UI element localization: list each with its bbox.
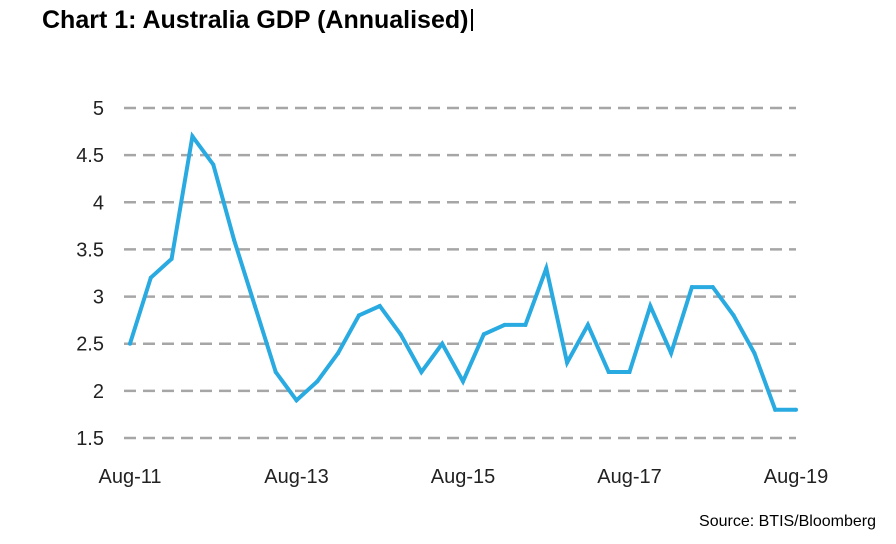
data-point <box>169 256 174 261</box>
data-point <box>294 398 299 403</box>
data-point <box>440 341 445 346</box>
data-point <box>419 370 424 374</box>
data-point <box>731 313 736 318</box>
data-point <box>794 407 798 412</box>
y-tick-label: 2 <box>93 381 104 403</box>
data-point <box>689 285 694 290</box>
gdp-series-line <box>128 131 796 412</box>
text-cursor <box>471 9 474 31</box>
x-axis-ticks: Aug-11 Aug-13 Aug-15 Aug-17 Aug-19 <box>98 466 828 488</box>
data-point <box>252 304 257 308</box>
x-tick-label: Aug-19 <box>764 466 829 488</box>
y-tick-label: 5 <box>93 98 104 120</box>
data-point <box>669 351 674 356</box>
data-point <box>544 266 549 271</box>
data-point <box>752 351 757 356</box>
gridlines <box>124 106 796 440</box>
data-point <box>377 304 382 308</box>
data-point <box>565 360 570 365</box>
x-tick-label: Aug-13 <box>264 466 329 488</box>
data-point <box>481 332 486 337</box>
chart-title: Chart 1: Australia GDP (Annualised) <box>42 6 474 35</box>
data-point <box>773 407 778 412</box>
data-point <box>710 285 715 290</box>
data-point <box>128 341 132 346</box>
data-point <box>148 275 153 280</box>
data-point <box>315 379 320 384</box>
data-point <box>356 313 361 318</box>
data-point <box>398 332 403 337</box>
y-tick-label: 4.5 <box>76 145 104 167</box>
data-point <box>273 370 278 374</box>
data-point <box>606 370 611 374</box>
data-point <box>461 379 465 384</box>
y-tick-label: 3 <box>93 287 104 309</box>
y-tick-label: 1.5 <box>76 428 104 450</box>
x-tick-label: Aug-11 <box>98 466 161 488</box>
data-point <box>627 370 632 374</box>
chart-title-text: Chart 1: Australia GDP (Annualised) <box>42 6 469 34</box>
y-tick-label: 3.5 <box>76 239 104 261</box>
x-tick-label: Aug-17 <box>597 466 662 488</box>
data-point <box>336 351 341 356</box>
y-axis-ticks: 5 4.5 4 3.5 3 2.5 2 1.5 <box>76 98 104 450</box>
data-point <box>585 322 590 327</box>
data-point <box>211 162 216 167</box>
y-tick-label: 4 <box>93 192 104 214</box>
series-layer <box>128 131 798 412</box>
data-point <box>502 322 507 327</box>
source-note: Source: BTIS/Bloomberg <box>699 513 876 530</box>
x-tick-label: Aug-15 <box>431 466 496 488</box>
data-point <box>232 238 237 242</box>
data-point <box>523 322 528 327</box>
data-point <box>648 304 653 308</box>
y-tick-label: 2.5 <box>76 334 104 356</box>
data-point <box>190 134 195 139</box>
